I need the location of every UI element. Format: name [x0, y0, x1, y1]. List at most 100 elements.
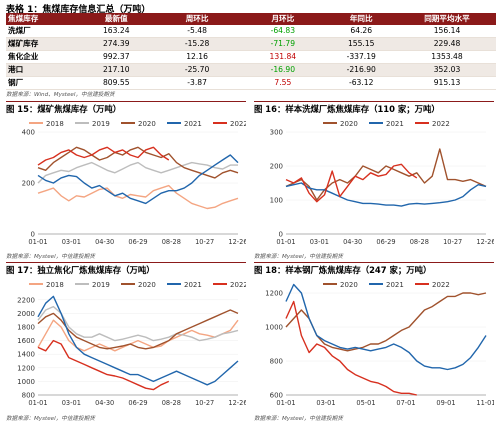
table-row: 焦化企业 992.37 12.16 131.84 -337.19 1353.48 — [6, 50, 496, 64]
series-line-2022 — [37, 146, 170, 166]
cell-avg: 156.14 — [397, 25, 496, 38]
series-line-2022 — [37, 339, 170, 391]
cell-wow: 12.16 — [153, 50, 242, 64]
series-line-2021 — [285, 283, 487, 371]
cell-avg: 1353.48 — [397, 50, 496, 64]
y-tick-label: 2200 — [17, 296, 35, 304]
cell-mom: -64.83 — [241, 25, 325, 38]
cell-name: 港口 — [6, 63, 80, 77]
cell-wow: -5.48 — [153, 25, 242, 38]
x-tick-label: 03-01 — [310, 238, 329, 246]
table-row: 钢厂 809.55 -3.87 7.55 -63.12 915.13 — [6, 76, 496, 90]
figure-title: 图 18：样本钢厂炼焦煤库存（247 家；万吨） — [254, 265, 432, 275]
chart-coal-mine-inventory: 2018 2019 2020 2021 2022 0 200 400 01-01 03-01 04-… — [22, 120, 246, 246]
series-line-2021 — [37, 154, 239, 205]
figure-title: 图 17：独立焦化厂炼焦煤库存（万吨） — [6, 265, 155, 275]
header-cell: 月环比 — [241, 13, 325, 25]
cell-wow: -15.28 — [153, 37, 242, 51]
series-line-2022 — [285, 300, 417, 396]
cell-mom: -71.79 — [241, 37, 325, 51]
header-cell: 年同比 — [324, 13, 398, 25]
legend-label: 2021 — [184, 120, 202, 128]
x-tick-label: 03-01 — [62, 399, 81, 407]
y-tick-label: 1200 — [265, 290, 283, 298]
table-row: 洗煤厂 163.24 -5.48 -64.83 64.26 156.14 — [6, 25, 496, 38]
cell-avg: 915.13 — [397, 76, 496, 90]
cell-latest: 163.24 — [79, 25, 153, 38]
cell-mom: -16.90 — [241, 63, 325, 77]
x-tick-label: 09-01 — [436, 399, 455, 407]
y-tick-label: 1000 — [17, 378, 35, 386]
series-line-2020 — [37, 146, 239, 179]
x-tick-label: 08-28 — [162, 238, 181, 246]
y-tick-label: 100 — [270, 197, 283, 205]
legend-label: 2022 — [230, 120, 246, 128]
figure-rule — [254, 262, 494, 263]
figure-source: 数据来源：Mysteel，中信建投期货 — [254, 416, 343, 422]
cell-yoy: 64.26 — [324, 25, 398, 38]
table-source: 数据来源：Wind、Mysteel，中信建投期货 — [6, 92, 115, 98]
table-row: 港口 217.10 -25.70 -16.90 -216.90 352.03 — [6, 63, 496, 77]
x-tick-label: 11-01 — [476, 399, 494, 407]
figure-rule — [254, 101, 494, 102]
table-row: 煤矿库存 274.39 -15.28 -71.79 155.15 229.48 — [6, 37, 496, 51]
header-cell: 周环比 — [153, 13, 242, 25]
figure-rule — [6, 101, 246, 102]
x-tick-label: 05-01 — [356, 399, 375, 407]
y-tick-label: 400 — [22, 129, 35, 137]
x-tick-label: 08-28 — [410, 238, 429, 246]
cell-latest: 274.39 — [79, 37, 153, 51]
x-tick-label: 10-27 — [195, 399, 214, 407]
cell-avg: 352.03 — [397, 63, 496, 77]
y-tick-label: 800 — [22, 392, 35, 400]
legend-label: 2018 — [46, 281, 64, 289]
legend-label: 2019 — [92, 120, 110, 128]
chart-coking-plant-inventory: 2018 2019 2020 2021 2022 800 1000 1200 1400 1600 1… — [17, 281, 246, 407]
cell-name: 钢厂 — [6, 76, 80, 90]
x-tick-label: 01-01 — [28, 238, 47, 246]
series-line-2018 — [37, 319, 239, 352]
series-line-2020 — [37, 309, 239, 350]
legend-label: 2020 — [138, 120, 156, 128]
y-tick-label: 0 — [31, 231, 35, 239]
legend-label: 2018 — [46, 120, 64, 128]
figure-source: 数据来源：Mysteel，中信建投期货 — [6, 416, 95, 422]
series-line-2021 — [285, 182, 487, 207]
inventory-summary-table: 焦煤库存 最新值 周环比 月环比 年同比 同期平均水平 洗煤厂 163.24 -5.… — [6, 13, 496, 90]
y-tick-label: 300 — [270, 129, 283, 137]
x-tick-label: 01-01 — [276, 399, 295, 407]
y-tick-label: 1200 — [17, 364, 35, 372]
cell-mom: 131.84 — [241, 50, 325, 64]
x-tick-label: 12-26 — [228, 238, 246, 246]
series-line-2020 — [285, 148, 487, 201]
y-tick-label: 1800 — [17, 324, 35, 332]
y-tick-label: 1000 — [265, 324, 283, 332]
cell-mom: 7.55 — [241, 76, 325, 90]
header-cell: 同期平均水平 — [397, 13, 496, 25]
y-tick-label: 0 — [279, 231, 283, 239]
x-tick-label: 01-01 — [276, 238, 295, 246]
legend-label: 2020 — [340, 120, 358, 128]
figure-rule — [6, 262, 246, 263]
x-tick-label: 04-30 — [95, 238, 114, 246]
legend-label: 2020 — [138, 281, 156, 289]
header-cell: 焦煤库存 — [6, 13, 80, 25]
cell-yoy: -63.12 — [324, 76, 398, 90]
legend-label: 2020 — [340, 281, 358, 289]
y-tick-label: 200 — [270, 163, 283, 171]
x-tick-label: 04-30 — [343, 238, 362, 246]
x-tick-label: 04-30 — [95, 399, 114, 407]
x-tick-label: 10-27 — [443, 238, 462, 246]
series-line-2020 — [285, 292, 487, 352]
legend-label: 2022 — [432, 281, 450, 289]
x-tick-label: 03-01 — [62, 238, 81, 246]
figure-source: 数据来源：Mysteel，中信建投期货 — [6, 254, 95, 260]
x-tick-label: 01-01 — [28, 399, 47, 407]
cell-latest: 809.55 — [79, 76, 153, 90]
y-tick-label: 200 — [22, 180, 35, 188]
cell-yoy: 155.15 — [324, 37, 398, 51]
chart-steel-mill-inventory: 2020 2021 2022 600 800 1000 1200 01-01 03-01 05-0… — [265, 281, 494, 407]
x-tick-label: 12-26 — [476, 238, 494, 246]
header-cell: 最新值 — [79, 13, 153, 25]
legend-label: 2022 — [230, 281, 246, 289]
